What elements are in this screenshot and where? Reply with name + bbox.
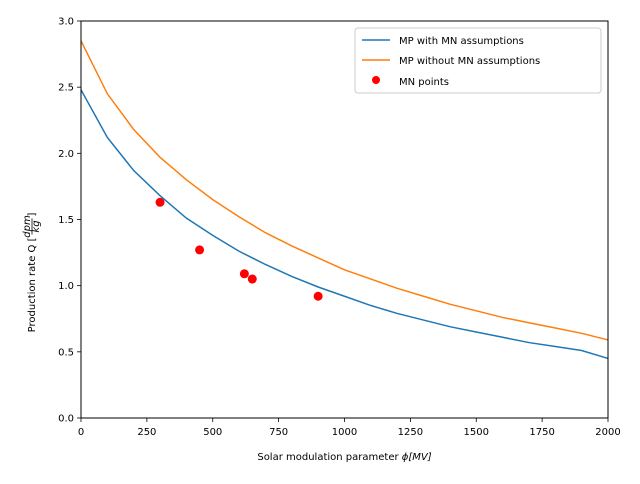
- data-point: [155, 197, 165, 207]
- legend-swatch-red: [372, 76, 380, 84]
- y-tick-label: 0.5: [58, 347, 74, 358]
- x-tick-label: 1000: [332, 427, 357, 438]
- series-line-1: [80, 40, 609, 341]
- y-axis-label-text: Production rate Q [: [27, 238, 38, 333]
- series-line-0: [80, 89, 609, 360]
- data-point: [239, 269, 249, 279]
- y-tick-label: 1.5: [58, 215, 74, 226]
- x-axis-label-text: Solar modulation parameter: [257, 452, 399, 463]
- legend-box: [354, 27, 602, 94]
- y-tick-label: 2.0: [58, 149, 74, 160]
- x-tick-label: 2000: [595, 427, 620, 438]
- legend-label-with: MP with MN assumptions: [399, 36, 524, 47]
- x-tick-label: 250: [137, 427, 156, 438]
- x-tick-label: 750: [269, 427, 288, 438]
- x-tick-label: 1500: [464, 427, 489, 438]
- data-point: [195, 245, 205, 255]
- data-point: [313, 291, 323, 301]
- y-axis-label: Production rate Q [ dpm kg ]: [22, 213, 42, 333]
- y-axis-label-close: ]: [27, 213, 38, 217]
- x-tick-label: 1250: [398, 427, 423, 438]
- y-axis-label-unit-num: dpm: [22, 215, 33, 238]
- x-axis-label: Solar modulation parameter ϕ[MV]: [257, 452, 431, 463]
- tick-group: 0 250 500 750 1000 1250 1500 1750 2000 0.0 0.5 1.0 1…: [58, 17, 621, 439]
- y-tick-label: 3.0: [58, 17, 74, 28]
- y-axis-label-unit-den: kg: [31, 220, 42, 232]
- legend: MP with MN assumptions MP without MN ass…: [354, 27, 602, 94]
- legend-label-without: MP without MN assumptions: [399, 56, 540, 67]
- y-tick-label: 1.0: [58, 281, 74, 292]
- x-tick-label: 500: [203, 427, 222, 438]
- plot-area: [80, 40, 609, 360]
- y-tick-label: 2.5: [58, 83, 74, 94]
- legend-label-points: MN points: [399, 77, 449, 88]
- x-tick-label: 0: [78, 427, 84, 438]
- data-point: [247, 274, 257, 284]
- x-tick-label: 1750: [529, 427, 554, 438]
- y-tick-label: 0.0: [58, 414, 74, 425]
- x-axis-label-math: ϕ[MV]: [402, 452, 432, 463]
